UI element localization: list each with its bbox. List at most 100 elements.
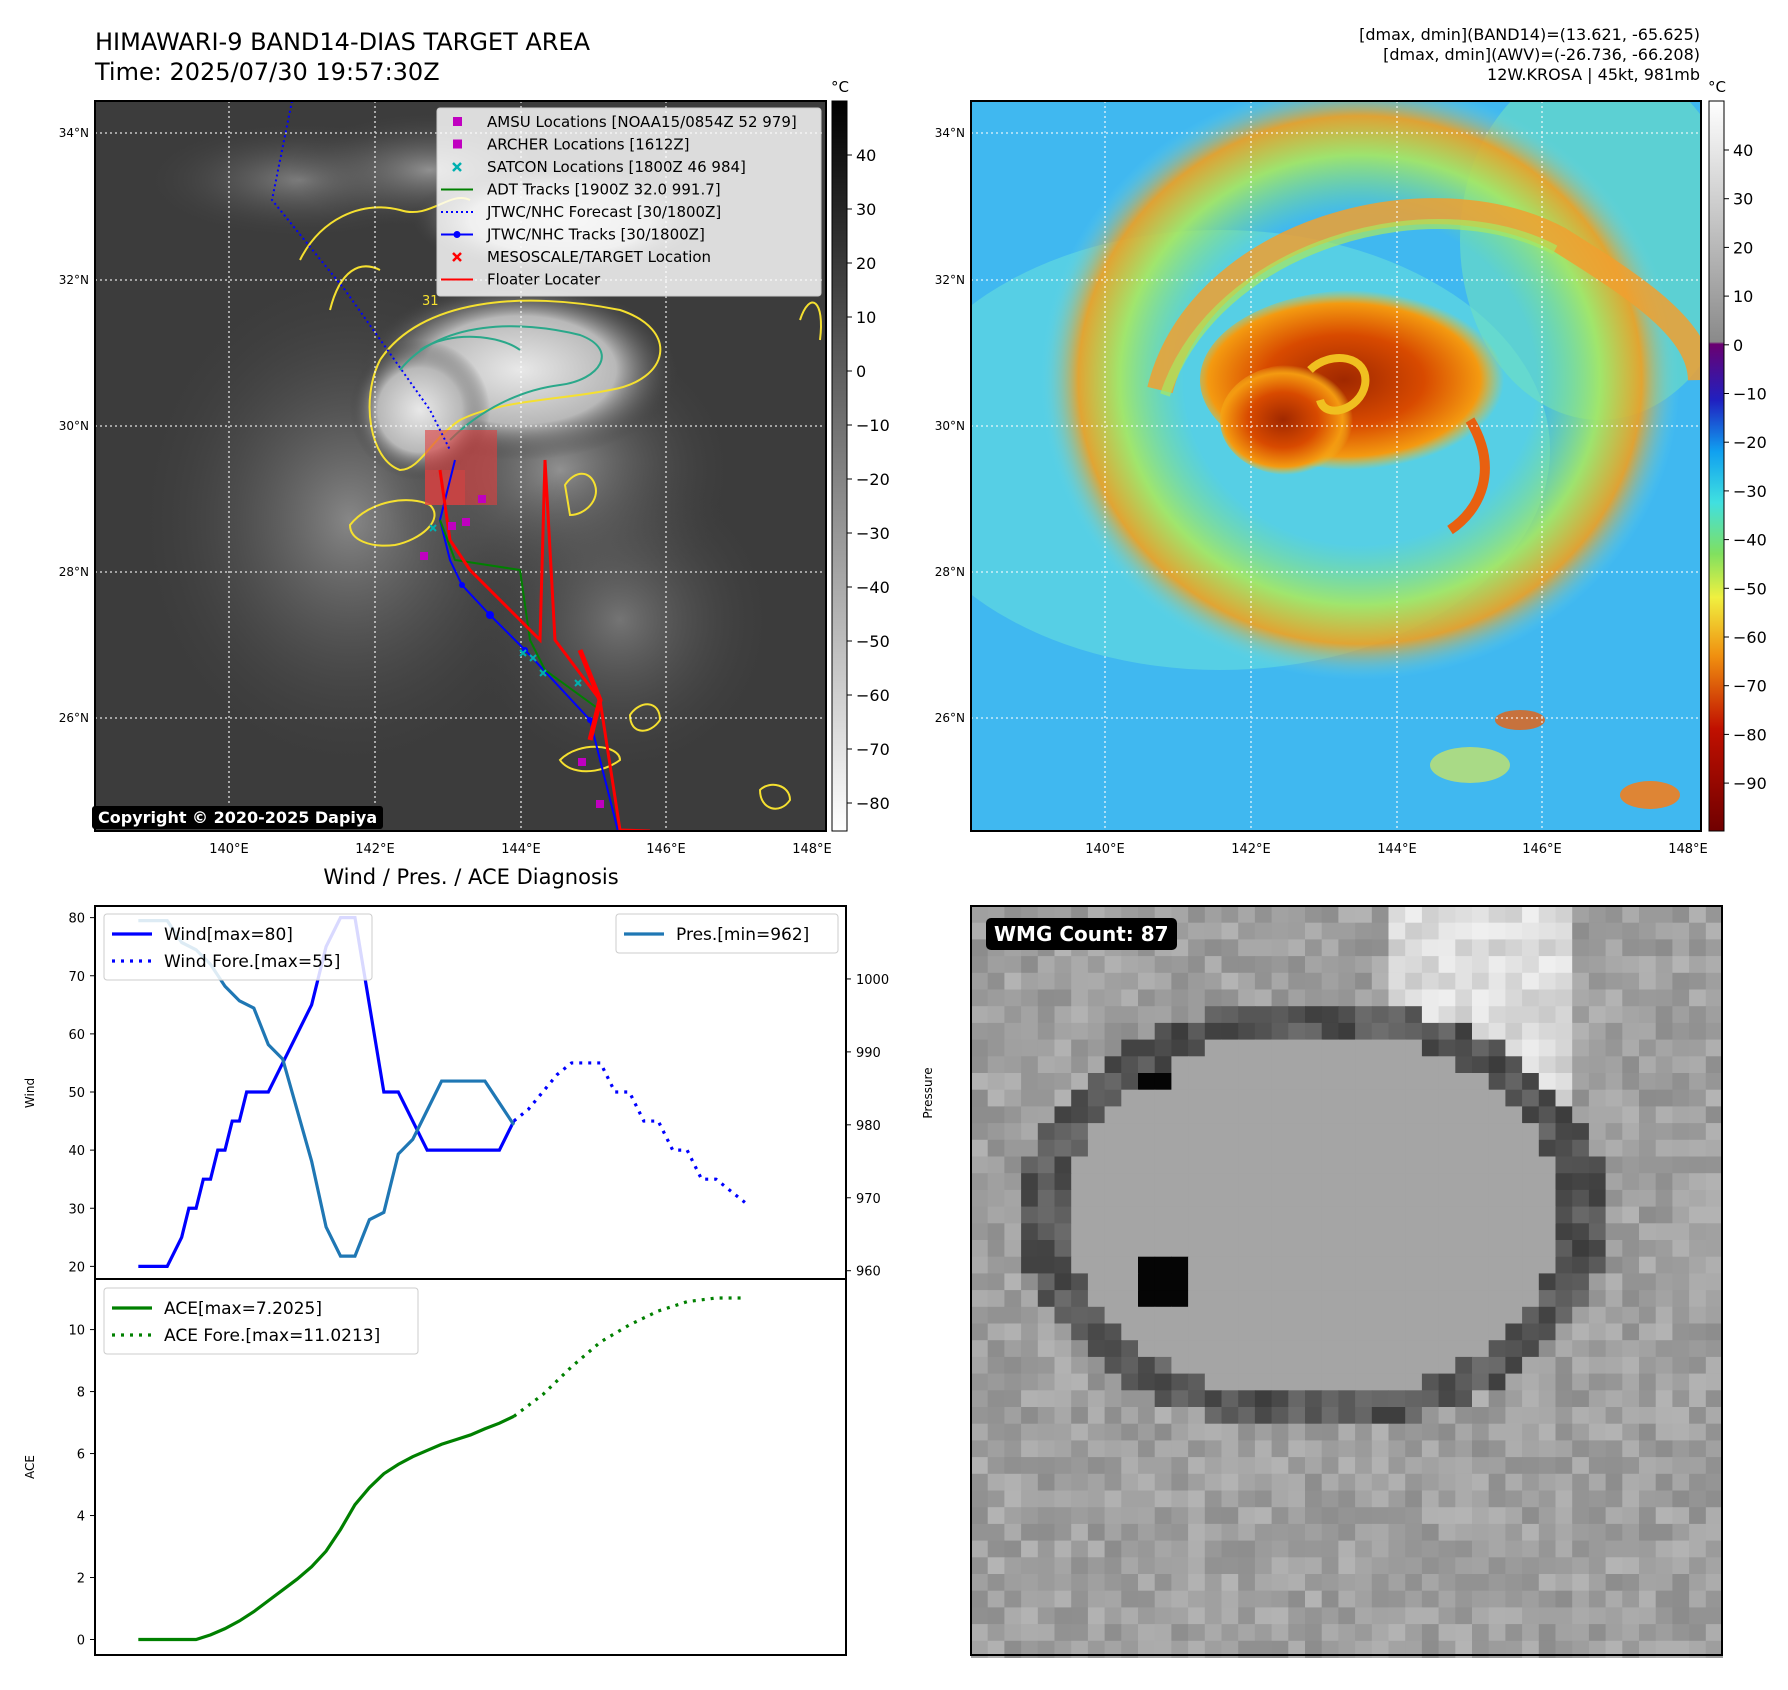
legend-item: MESOSCALE/TARGET Location: [452, 248, 711, 266]
colorbar-tick-label: 20: [1733, 238, 1753, 257]
lon-tick-label: 148°E: [1668, 842, 1708, 857]
pressure-axis-label: Pressure: [921, 1067, 935, 1118]
colorbar-tick-label: −80: [856, 794, 890, 813]
lat-tick-label: 30°N: [59, 419, 89, 433]
gray-colorbar: °C 40 30 20 10 0 −10 −20 −30 −40 −50 −60 −70 −80: [831, 78, 890, 832]
legend-label: SATCON Locations [1800Z 46 984]: [487, 158, 746, 176]
chart-legend-box: [615, 913, 839, 954]
colorbar-tick-label: −70: [856, 740, 890, 759]
info-line-storm: 12W.KROSA | 45kt, 981mb: [1487, 65, 1700, 84]
y2-tick-label: 990: [856, 1046, 881, 1061]
storm-tracks: [270, 101, 651, 831]
lon-tick-label: 146°E: [1522, 842, 1562, 857]
lon-tick-label: 148°E: [792, 842, 832, 857]
y-tick-label: 2: [77, 1572, 85, 1587]
lat-tick-label: 28°N: [935, 565, 965, 579]
legend-label: Floater Locater: [487, 271, 601, 289]
colorbar-tick-label: −40: [1733, 531, 1767, 550]
colorbar-tick-label: −20: [856, 470, 890, 489]
lat-tick-label: 26°N: [935, 711, 965, 725]
y-tick-label: 6: [77, 1448, 85, 1463]
colorbar-tick-label: −10: [856, 416, 890, 435]
map-legend: AMSU Locations [NOAA15/0854Z 52 979] ARCH…: [436, 107, 822, 297]
y-tick-label: 70: [68, 970, 85, 985]
gray-colorbar-unit: °C: [831, 78, 849, 96]
legend-label: ARCHER Locations [1612Z]: [487, 136, 690, 154]
colorbar-tick-label: 0: [856, 362, 866, 381]
chart-legend-box: [103, 1287, 419, 1355]
colorbar-tick-label: −10: [1733, 385, 1767, 404]
legend-label: JTWC/NHC Forecast [30/1800Z]: [486, 203, 721, 221]
y-tick-label: 4: [77, 1510, 85, 1525]
colorbar-tick-label: 10: [1733, 287, 1753, 306]
chart-legend-box: [103, 913, 373, 981]
legend-label: MESOSCALE/TARGET Location: [487, 248, 711, 266]
chart-legend-label: Wind[max=80]: [164, 925, 293, 945]
info-line-awv: [dmax, dmin](AWV)=(-26.736, -66.208): [1383, 45, 1700, 64]
legend-marker: [452, 252, 462, 262]
wind-pressure-panel: 20 30 40 50 60 70 80 960 970 980 990 1000 Wind[max=8…: [23, 905, 935, 1280]
lat-tick-label: 32°N: [59, 273, 89, 287]
legend-item: SATCON Locations [1800Z 46 984]: [452, 158, 746, 176]
info-line-band14: [dmax, dmin](BAND14)=(13.621, -65.625): [1359, 25, 1700, 44]
lon-tick-label: 142°E: [355, 842, 395, 857]
legend-item: JTWC/NHC Tracks [30/1800Z]: [441, 226, 705, 244]
lat-tick-label: 26°N: [59, 711, 89, 725]
y-tick-label: 10: [68, 1324, 85, 1339]
figure-title-line2: Time: 2025/07/30 19:57:30Z: [94, 58, 440, 86]
diagnosis-title: Wind / Pres. / ACE Diagnosis: [323, 865, 618, 889]
figure-title-line1: HIMAWARI-9 BAND14-DIAS TARGET AREA: [95, 28, 591, 56]
lat-tick-label: 32°N: [935, 273, 965, 287]
lon-tick-label: 146°E: [646, 842, 686, 857]
color-colorbar-unit: °C: [1708, 78, 1726, 96]
lon-tick-label: 140°E: [1085, 842, 1125, 857]
ace-axis-label: ACE: [23, 1455, 37, 1479]
legend-item: JTWC/NHC Forecast [30/1800Z]: [441, 203, 721, 221]
colorbar-tick-label: −90: [1733, 774, 1767, 793]
legend-label: AMSU Locations [NOAA15/0854Z 52 979]: [487, 113, 797, 131]
contour-label: 31: [422, 294, 439, 309]
colorbar-tick-label: −80: [1733, 725, 1767, 744]
y2-tick-label: 960: [856, 1265, 881, 1280]
legend-item: ARCHER Locations [1612Z]: [453, 136, 690, 154]
colorbar-tick-label: −20: [1733, 433, 1767, 452]
colorbar-tick-label: −70: [1733, 677, 1767, 696]
colorbar-tick-label: −30: [1733, 482, 1767, 501]
colorbar-tick-label: −30: [856, 524, 890, 543]
lon-tick-label: 144°E: [1377, 842, 1417, 857]
chart-legend-label: Pres.[min=962]: [676, 925, 809, 945]
legend-marker-dot: [453, 231, 461, 238]
legend-item: ADT Tracks [1900Z 32.0 991.7]: [441, 181, 721, 199]
y2-tick-label: 980: [856, 1119, 881, 1134]
legend-marker: [452, 162, 462, 172]
lat-tick-label: 30°N: [935, 419, 965, 433]
y-tick-label: 50: [68, 1086, 85, 1101]
colorbar-tick-label: −60: [856, 686, 890, 705]
wmg-pixel-panel: [970, 905, 1723, 1658]
legend-marker: [453, 117, 462, 126]
series-line: [138, 1414, 515, 1642]
map2-gridlines: [971, 101, 1701, 831]
colorbar-tick-label: 40: [1733, 141, 1753, 160]
colorbar-tick-label: 0: [1733, 336, 1743, 355]
ace-panel: 0 2 4 6 8 10 ACE[max=7.2025] ACE Fore.[max=11.0…: [23, 1278, 847, 1656]
colorbar-tick-label: −60: [1733, 628, 1767, 647]
map-axis-labels: 34°N 32°N 30°N 28°N 26°N 140°E 142°E 144°E 146°E…: [59, 126, 1708, 857]
jtwc-forecast-track: [270, 101, 451, 451]
y2-tick-label: 970: [856, 1192, 881, 1207]
ir-color-map: [970, 100, 1702, 832]
legend-label: ADT Tracks [1900Z 32.0 991.7]: [487, 181, 721, 199]
y-tick-label: 20: [68, 1260, 85, 1275]
lon-tick-label: 144°E: [501, 842, 541, 857]
series-line: [138, 916, 516, 1268]
color-colorbar: °C 40 30 20 10 0 −10 −20 −30 −40 −50 −60 −70 −80 −90: [1708, 78, 1767, 832]
chart-legend-label: ACE[max=7.2025]: [164, 1299, 322, 1319]
lat-tick-label: 28°N: [59, 565, 89, 579]
legend-label: JTWC/NHC Tracks [30/1800Z]: [486, 226, 705, 244]
y-tick-label: 8: [77, 1386, 85, 1401]
y-tick-label: 80: [68, 912, 85, 927]
y-tick-label: 30: [68, 1202, 85, 1217]
lat-tick-label: 34°N: [935, 126, 965, 140]
chart-legend-label: ACE Fore.[max=11.0213]: [164, 1326, 380, 1346]
colorbar-tick-label: 20: [856, 254, 876, 273]
